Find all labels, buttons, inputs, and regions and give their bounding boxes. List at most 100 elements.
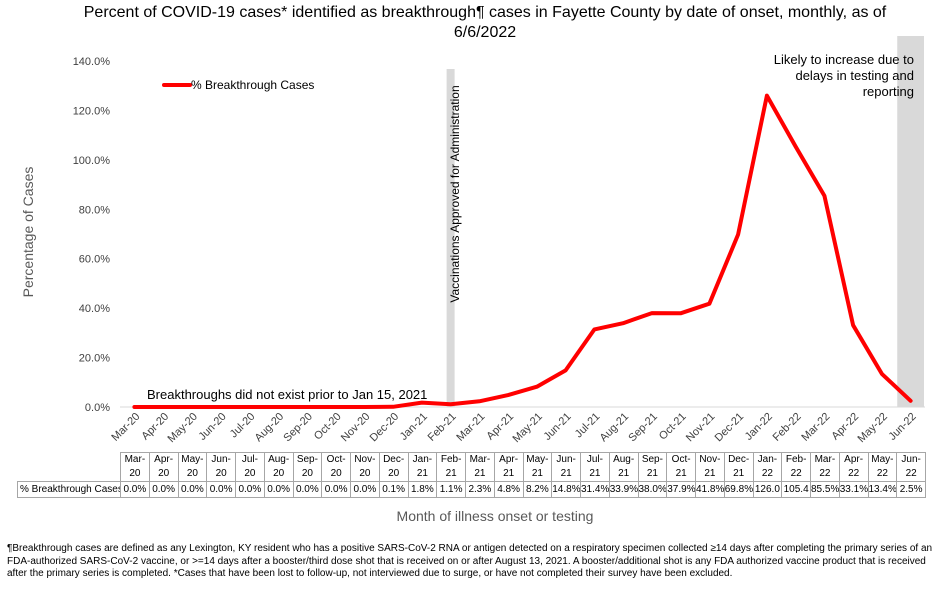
table-value-cell: 14.8% (551, 481, 581, 498)
table-header-cell: Jan- 21 (407, 452, 438, 482)
table-header-cell: Mar- 21 (465, 452, 495, 482)
table-value-cell: 1.1% (436, 481, 466, 498)
table-value-cell: 37.9% (666, 481, 696, 498)
x-tick-label: May-21 (511, 411, 545, 445)
table-value-cell: 0.0% (120, 481, 150, 498)
table-value-cell: 0.0% (206, 481, 236, 498)
y-tick-label: 20.0% (79, 353, 110, 365)
x-tick-label: Sep-20 (281, 411, 315, 445)
table-header-cell: Apr- 20 (148, 452, 179, 482)
x-tick-label: Jan-21 (398, 411, 430, 443)
table-value-cell: 0.0% (177, 481, 208, 498)
table-value-cell: 2.3% (465, 481, 495, 498)
table-header-cell: Feb- 21 (436, 452, 466, 482)
table-header-cell: Oct- 20 (321, 452, 351, 482)
x-tick-label: Jun-22 (886, 411, 918, 443)
table-row-label: % Breakthrough Cases (17, 481, 121, 498)
footnote: ¶Breakthrough cases are defined as any L… (7, 543, 933, 579)
table-value-cell: 0.0% (350, 481, 380, 498)
x-tick-label: Jun-20 (196, 411, 228, 443)
x-tick-label: Dec-21 (713, 411, 747, 445)
table-value-cell: 0.1% (378, 481, 409, 498)
x-tick-label: Mar-22 (799, 411, 832, 444)
x-tick-label: Jun-21 (541, 411, 573, 443)
data-table-header-row: Mar- 20 Apr- 20 May- 20 Jun- 20 Jul- 20 Aug- 20 Sep-… (18, 452, 926, 482)
vaccination-band (446, 69, 455, 407)
table-value-cell: 0.0% (235, 481, 265, 498)
x-tick-label: Oct-20 (312, 411, 344, 443)
table-header-cell: Sep- 21 (637, 452, 668, 482)
table-header-cell: Jun- 20 (206, 452, 236, 482)
table-header-cell: Apr- 22 (838, 452, 869, 482)
table-header-cell: Oct- 21 (666, 452, 696, 482)
table-value-cell: 0.0% (263, 481, 294, 498)
data-table: Mar- 20 Apr- 20 May- 20 Jun- 20 Jul- 20 Aug- 20 Sep-… (17, 452, 926, 498)
x-tick-label: Mar-21 (454, 411, 487, 444)
table-header-cell: Apr- 21 (493, 452, 524, 482)
table-value-cell: 4.8% (493, 481, 524, 498)
x-tick-label: Dec-20 (368, 411, 402, 445)
table-value-cell: 13.4% (867, 481, 898, 498)
table-header-cell: Mar- 22 (810, 452, 840, 482)
table-header-cell: Mar- 20 (120, 452, 150, 482)
table-value-cell: 38.0% (637, 481, 668, 498)
x-tick-label: May-20 (166, 411, 200, 445)
table-header-cell: Dec- 21 (723, 452, 754, 482)
y-tick-label: 120.0% (73, 105, 111, 117)
x-tick-label: Jan-22 (743, 411, 775, 443)
table-header-cell: May- 22 (867, 452, 898, 482)
table-value-cell: 1.8% (407, 481, 438, 498)
y-axis-ticks: 0.0% 20.0% 40.0% 60.0% 80.0% 100.0% 120.0% 140.… (73, 56, 111, 414)
table-value-cell: 31.4% (580, 481, 610, 498)
table-header-cell: May- 21 (522, 452, 553, 482)
likely-increase-line: delays in testing and (795, 68, 914, 83)
table-header-cell: Dec- 20 (378, 452, 409, 482)
table-value-cell: 0.0% (148, 481, 179, 498)
x-tick-label: Sep-21 (626, 411, 660, 445)
table-value-cell: 2.5% (896, 481, 926, 498)
table-value-cell: 85.5% (810, 481, 840, 498)
table-value-cell: 0.0% (292, 481, 323, 498)
x-tick-label: Aug-21 (598, 411, 632, 445)
legend: % Breakthrough Cases (162, 78, 314, 92)
likely-increase-line: reporting (863, 84, 914, 99)
y-tick-label: 60.0% (79, 254, 110, 266)
table-value-cell: 8.2% (522, 481, 553, 498)
table-header-cell: Sep- 20 (292, 452, 323, 482)
table-header-cell: Nov- 21 (695, 452, 725, 482)
y-tick-label: 80.0% (79, 204, 110, 216)
table-header-cell: Jan- 22 (752, 452, 783, 482)
y-tick-label: 0.0% (85, 402, 110, 414)
x-tick-label: Mar-20 (109, 411, 142, 444)
x-tick-label: Nov-21 (684, 411, 718, 445)
table-value-cell: 105.4 (781, 481, 811, 498)
table-header-cell: Jul- 21 (580, 452, 610, 482)
table-header-cell: Nov- 20 (350, 452, 380, 482)
table-header-cell: Aug- 20 (263, 452, 294, 482)
x-tick-label: Aug-20 (253, 411, 287, 445)
y-tick-label: 100.0% (73, 155, 111, 167)
table-header-cell: Jun- 21 (551, 452, 581, 482)
table-header-cell: Aug- 21 (608, 452, 639, 482)
annotation-bands (446, 36, 924, 407)
y-axis-label: Percentage of Cases (20, 167, 36, 298)
table-header-cell: Feb- 22 (781, 452, 811, 482)
y-tick-label: 140.0% (73, 56, 111, 68)
chart-title: Percent of COVID-19 cases* identified as… (83, 4, 887, 41)
table-value-cell: 33.9% (608, 481, 639, 498)
x-tick-label: May-22 (856, 411, 890, 445)
x-tick-label: Nov-20 (339, 411, 373, 445)
series-line-breakthrough (132, 93, 913, 409)
table-header-cell: May- 20 (177, 452, 208, 482)
table-value-cell: 33.1% (838, 481, 869, 498)
likely-increase-line: Likely to increase due to (774, 52, 914, 67)
vaccination-annotation: Vaccinations Approved for Administration (448, 85, 462, 302)
x-axis-label: Month of illness onset or testing (396, 508, 594, 524)
table-value-cell: 0.0% (321, 481, 351, 498)
table-header-cell: Jul- 20 (235, 452, 265, 482)
data-table-value-row: % Breakthrough Cases 0.0% 0.0% 0.0% 0.0% 0.0%… (17, 481, 926, 498)
x-tick-label: Feb-21 (426, 411, 459, 444)
no-breakthrough-annotation: Breakthroughs did not exist prior to Jan… (147, 387, 427, 402)
